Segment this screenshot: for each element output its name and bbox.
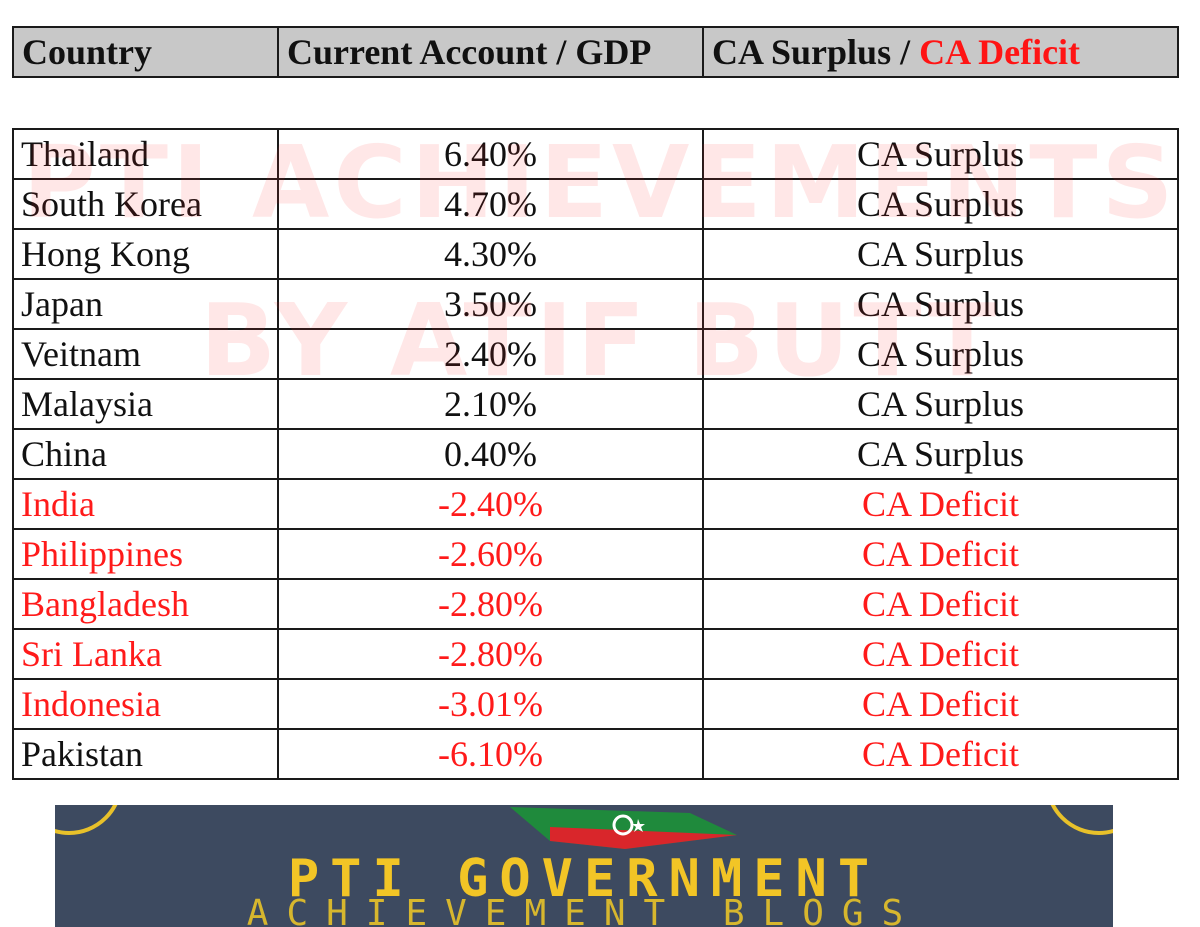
status-cell: CA Surplus [702,128,1179,180]
table-row: Hong Kong 4.30% CA Surplus [12,228,1179,280]
table-row: Pakistan -6.10% CA Deficit [12,728,1179,780]
country-cell: Pakistan [12,728,279,780]
status-cell: CA Deficit [702,678,1179,730]
status-cell: CA Surplus [702,328,1179,380]
pti-banner: PTI GOVERNMENT ACHIEVEMENT BLOGS [55,805,1113,927]
country-cell: Veitnam [12,328,279,380]
table-row: South Korea 4.70% CA Surplus [12,178,1179,230]
country-cell: Indonesia [12,678,279,730]
country-cell: Philippines [12,528,279,580]
banner-arc-left [55,805,123,835]
status-cell: CA Deficit [702,528,1179,580]
table-row: Bangladesh -2.80% CA Deficit [12,578,1179,630]
country-cell: Bangladesh [12,578,279,630]
banner-title: PTI GOVERNMENT [287,849,881,909]
country-cell: China [12,428,279,480]
table-row: Indonesia -3.01% CA Deficit [12,678,1179,730]
header-ca-status: CA Surplus / CA Deficit [702,26,1179,78]
status-cell: CA Deficit [702,628,1179,680]
header-current-account: Current Account / GDP [277,26,704,78]
value-cell: 6.40% [277,128,704,180]
value-cell: 3.50% [277,278,704,330]
status-cell: CA Surplus [702,278,1179,330]
country-cell: Malaysia [12,378,279,430]
value-cell: 2.40% [277,328,704,380]
table-row: Philippines -2.60% CA Deficit [12,528,1179,580]
table-row: Malaysia 2.10% CA Surplus [12,378,1179,430]
data-table: Thailand 6.40% CA Surplus South Korea 4.70% C… [12,128,1179,780]
country-cell: Thailand [12,128,279,180]
value-cell: -3.01% [277,678,704,730]
banner-subtitle: ACHIEVEMENT BLOGS [246,893,922,927]
value-cell: -2.60% [277,528,704,580]
table-row: India -2.40% CA Deficit [12,478,1179,530]
value-cell: -2.80% [277,578,704,630]
value-cell: 4.30% [277,228,704,280]
header-row: Country Current Account / GDP CA Surplus… [12,26,1179,78]
banner-arc-right [1045,805,1113,835]
header-surplus-label: CA Surplus / [712,32,911,72]
status-cell: CA Deficit [702,478,1179,530]
country-cell: Japan [12,278,279,330]
header-deficit-label: CA Deficit [919,32,1081,72]
table-row: Thailand 6.40% CA Surplus [12,128,1179,180]
value-cell: 0.40% [277,428,704,480]
table-row: Veitnam 2.40% CA Surplus [12,328,1179,380]
header-table: Country Current Account / GDP CA Surplus… [12,26,1179,78]
table-row: Japan 3.50% CA Surplus [12,278,1179,330]
status-cell: CA Surplus [702,428,1179,480]
country-cell: Sri Lanka [12,628,279,680]
value-cell: -2.80% [277,628,704,680]
status-cell: CA Surplus [702,228,1179,280]
status-cell: CA Deficit [702,578,1179,630]
status-cell: CA Deficit [702,728,1179,780]
country-cell: Hong Kong [12,228,279,280]
table-row: Sri Lanka -2.80% CA Deficit [12,628,1179,680]
value-cell: -6.10% [277,728,704,780]
value-cell: -2.40% [277,478,704,530]
country-cell: South Korea [12,178,279,230]
flag-icon [510,807,737,849]
status-cell: CA Surplus [702,378,1179,430]
table-row: China 0.40% CA Surplus [12,428,1179,480]
status-cell: CA Surplus [702,178,1179,230]
value-cell: 2.10% [277,378,704,430]
header-country: Country [12,26,279,78]
value-cell: 4.70% [277,178,704,230]
country-cell: India [12,478,279,530]
